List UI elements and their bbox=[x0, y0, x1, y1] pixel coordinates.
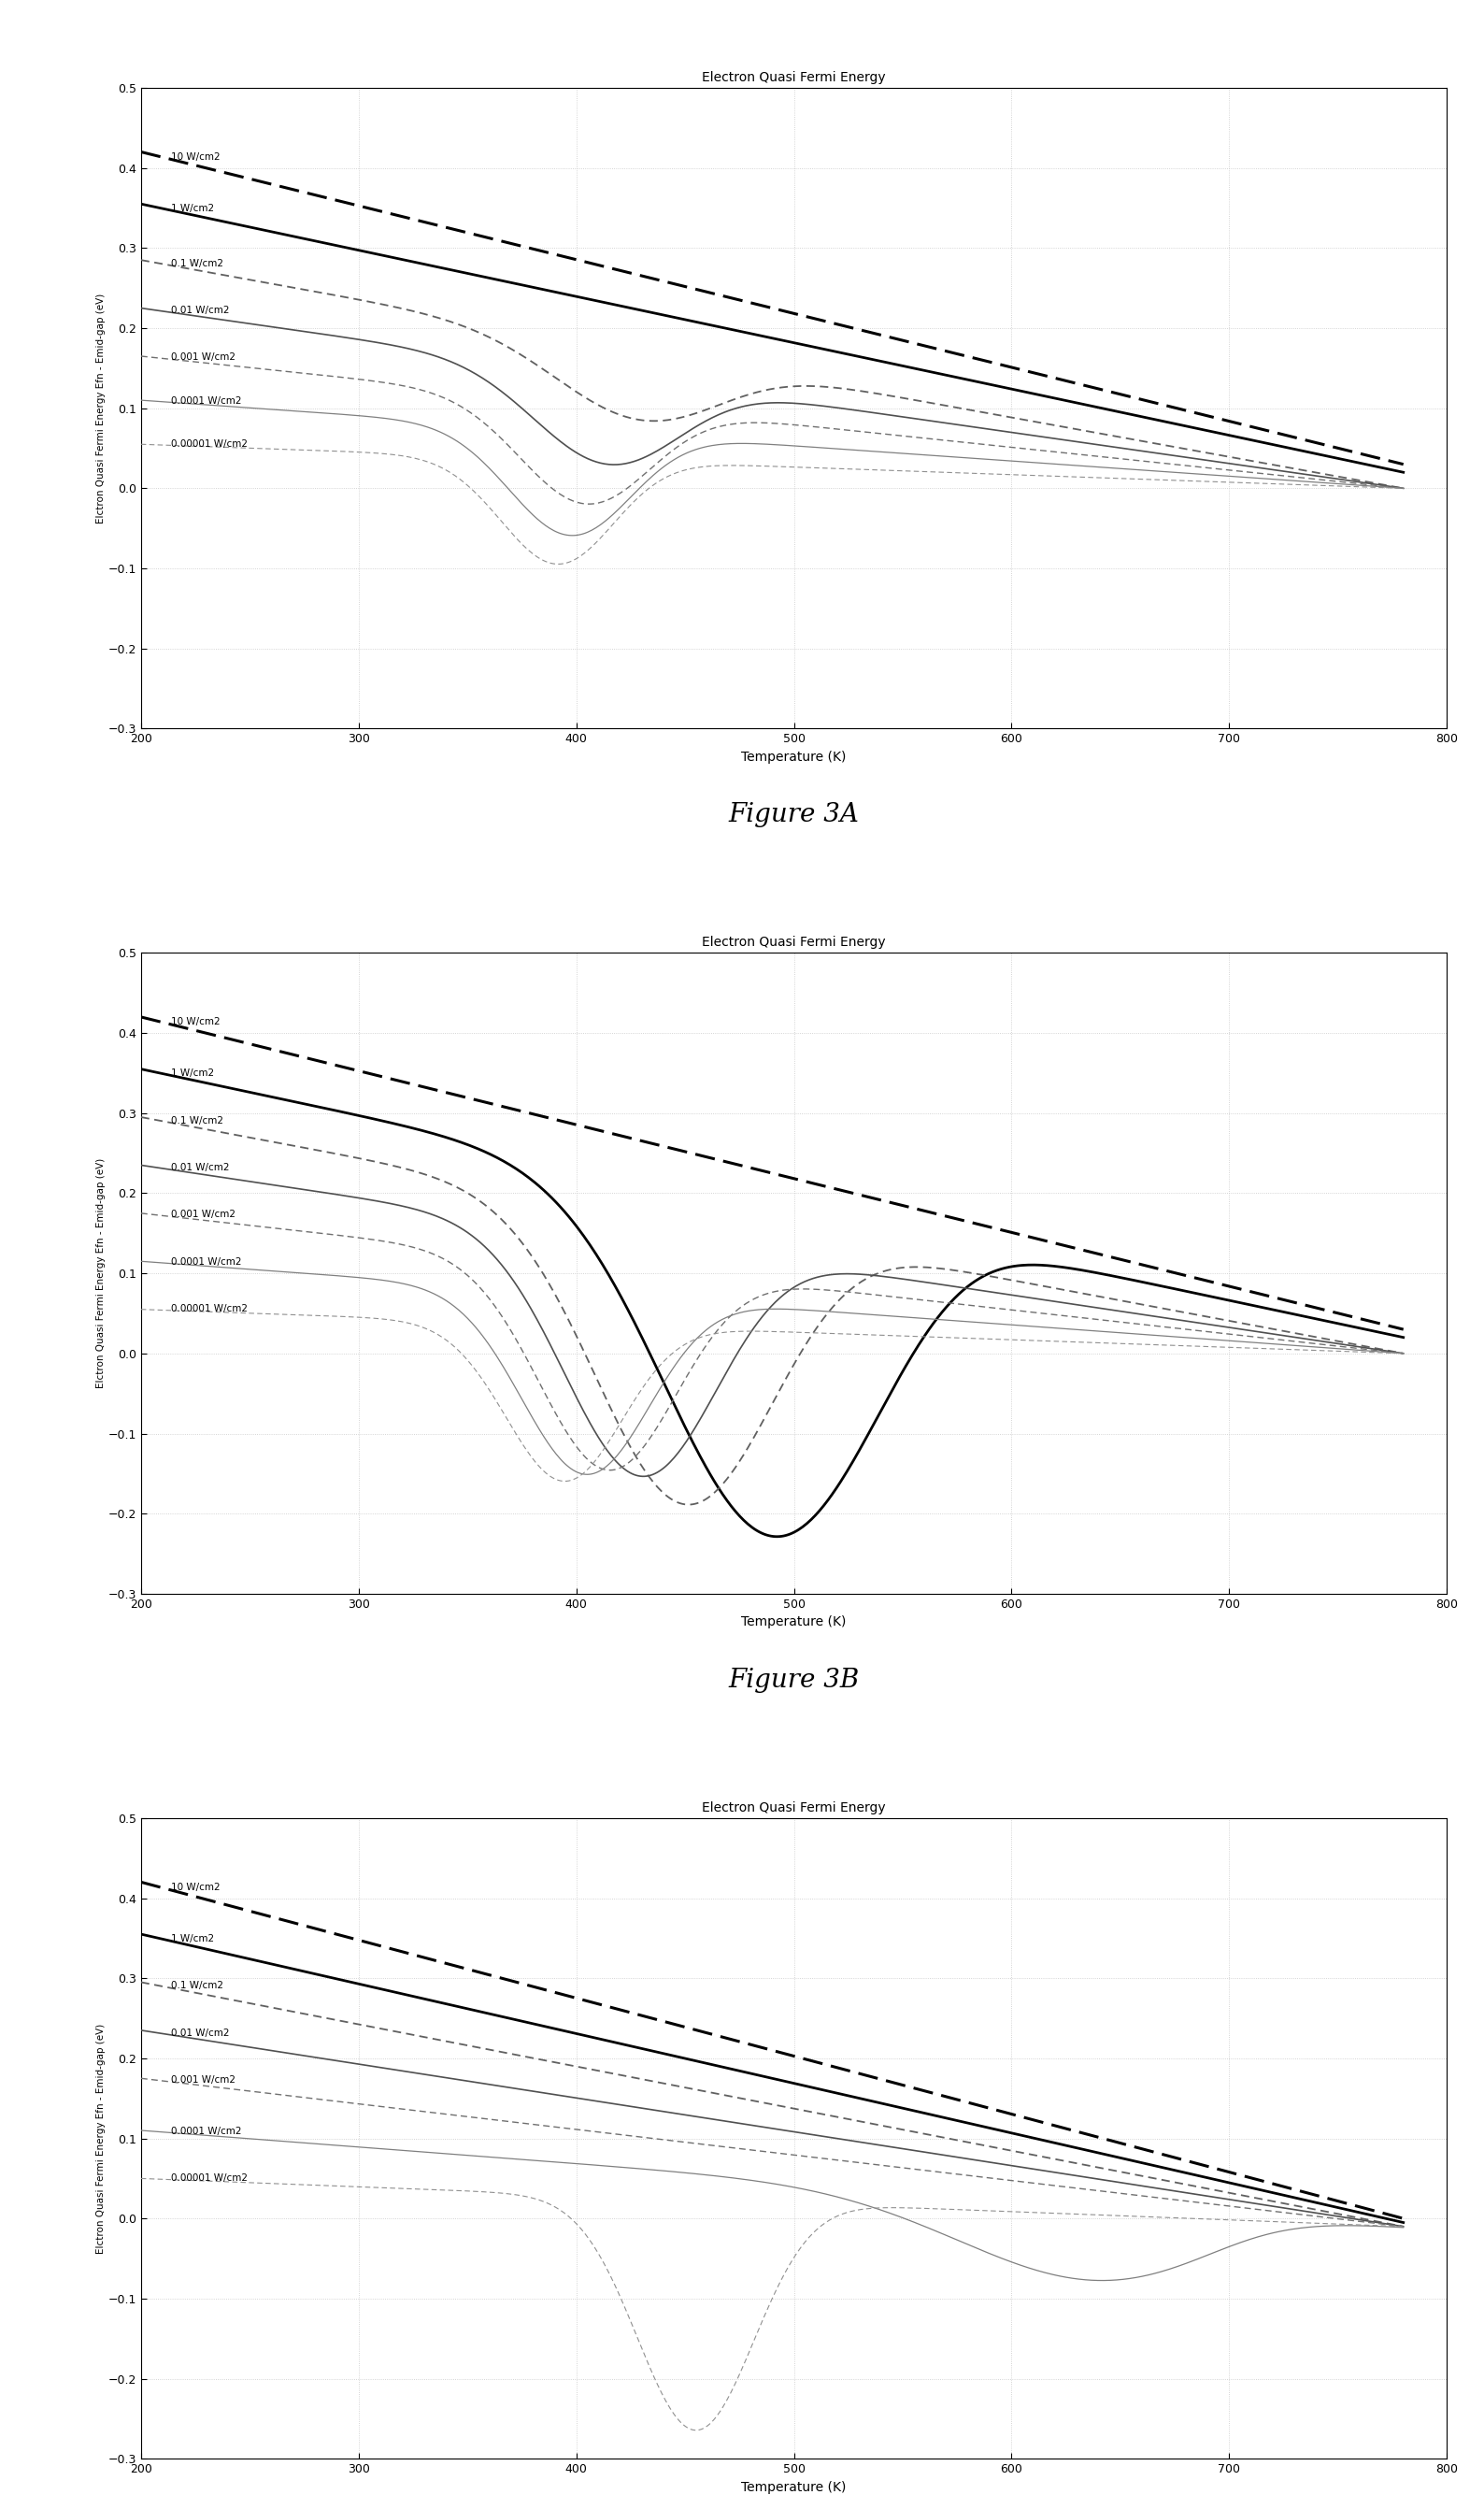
Text: 0.001 W/cm2: 0.001 W/cm2 bbox=[172, 354, 236, 361]
Text: Figure 3B: Figure 3B bbox=[729, 1668, 859, 1694]
X-axis label: Temperature (K): Temperature (K) bbox=[742, 750, 846, 763]
Text: 0.00001 W/cm2: 0.00001 W/cm2 bbox=[172, 1305, 248, 1315]
Text: 0.0001 W/cm2: 0.0001 W/cm2 bbox=[172, 2125, 242, 2135]
Title: Electron Quasi Fermi Energy: Electron Quasi Fermi Energy bbox=[702, 70, 886, 85]
Text: 0.01 W/cm2: 0.01 W/cm2 bbox=[172, 1164, 230, 1172]
Text: 1 W/cm2: 1 W/cm2 bbox=[172, 1069, 215, 1079]
Text: 10 W/cm2: 10 W/cm2 bbox=[172, 1882, 221, 1892]
Y-axis label: Elctron Quasi Fermi Energy Efn - Emid-gap (eV): Elctron Quasi Fermi Energy Efn - Emid-ga… bbox=[96, 2022, 105, 2253]
X-axis label: Temperature (K): Temperature (K) bbox=[742, 2481, 846, 2494]
Text: 0.001 W/cm2: 0.001 W/cm2 bbox=[172, 2075, 236, 2085]
Text: Figure 3A: Figure 3A bbox=[729, 803, 859, 828]
X-axis label: Temperature (K): Temperature (K) bbox=[742, 1616, 846, 1628]
Text: 0.1 W/cm2: 0.1 W/cm2 bbox=[172, 258, 224, 268]
Y-axis label: Elctron Quasi Fermi Energy Efn - Emid-gap (eV): Elctron Quasi Fermi Energy Efn - Emid-ga… bbox=[96, 1159, 105, 1387]
Text: 0.01 W/cm2: 0.01 W/cm2 bbox=[172, 2027, 230, 2037]
Text: 0.1 W/cm2: 0.1 W/cm2 bbox=[172, 1117, 224, 1124]
Text: 10 W/cm2: 10 W/cm2 bbox=[172, 1016, 221, 1026]
Text: 0.00001 W/cm2: 0.00001 W/cm2 bbox=[172, 2173, 248, 2183]
Text: 0.001 W/cm2: 0.001 W/cm2 bbox=[172, 1209, 236, 1219]
Text: 0.0001 W/cm2: 0.0001 W/cm2 bbox=[172, 1257, 242, 1267]
Y-axis label: Elctron Quasi Fermi Energy Efn - Emid-gap (eV): Elctron Quasi Fermi Energy Efn - Emid-ga… bbox=[96, 294, 105, 524]
Text: 1 W/cm2: 1 W/cm2 bbox=[172, 1934, 215, 1944]
Text: 0.01 W/cm2: 0.01 W/cm2 bbox=[172, 306, 230, 316]
Text: 0.0001 W/cm2: 0.0001 W/cm2 bbox=[172, 396, 242, 406]
Text: 0.1 W/cm2: 0.1 W/cm2 bbox=[172, 1982, 224, 1990]
Title: Electron Quasi Fermi Energy: Electron Quasi Fermi Energy bbox=[702, 1801, 886, 1814]
Text: 10 W/cm2: 10 W/cm2 bbox=[172, 153, 221, 161]
Text: 1 W/cm2: 1 W/cm2 bbox=[172, 203, 215, 213]
Text: 0.00001 W/cm2: 0.00001 W/cm2 bbox=[172, 439, 248, 449]
Title: Electron Quasi Fermi Energy: Electron Quasi Fermi Energy bbox=[702, 936, 886, 948]
